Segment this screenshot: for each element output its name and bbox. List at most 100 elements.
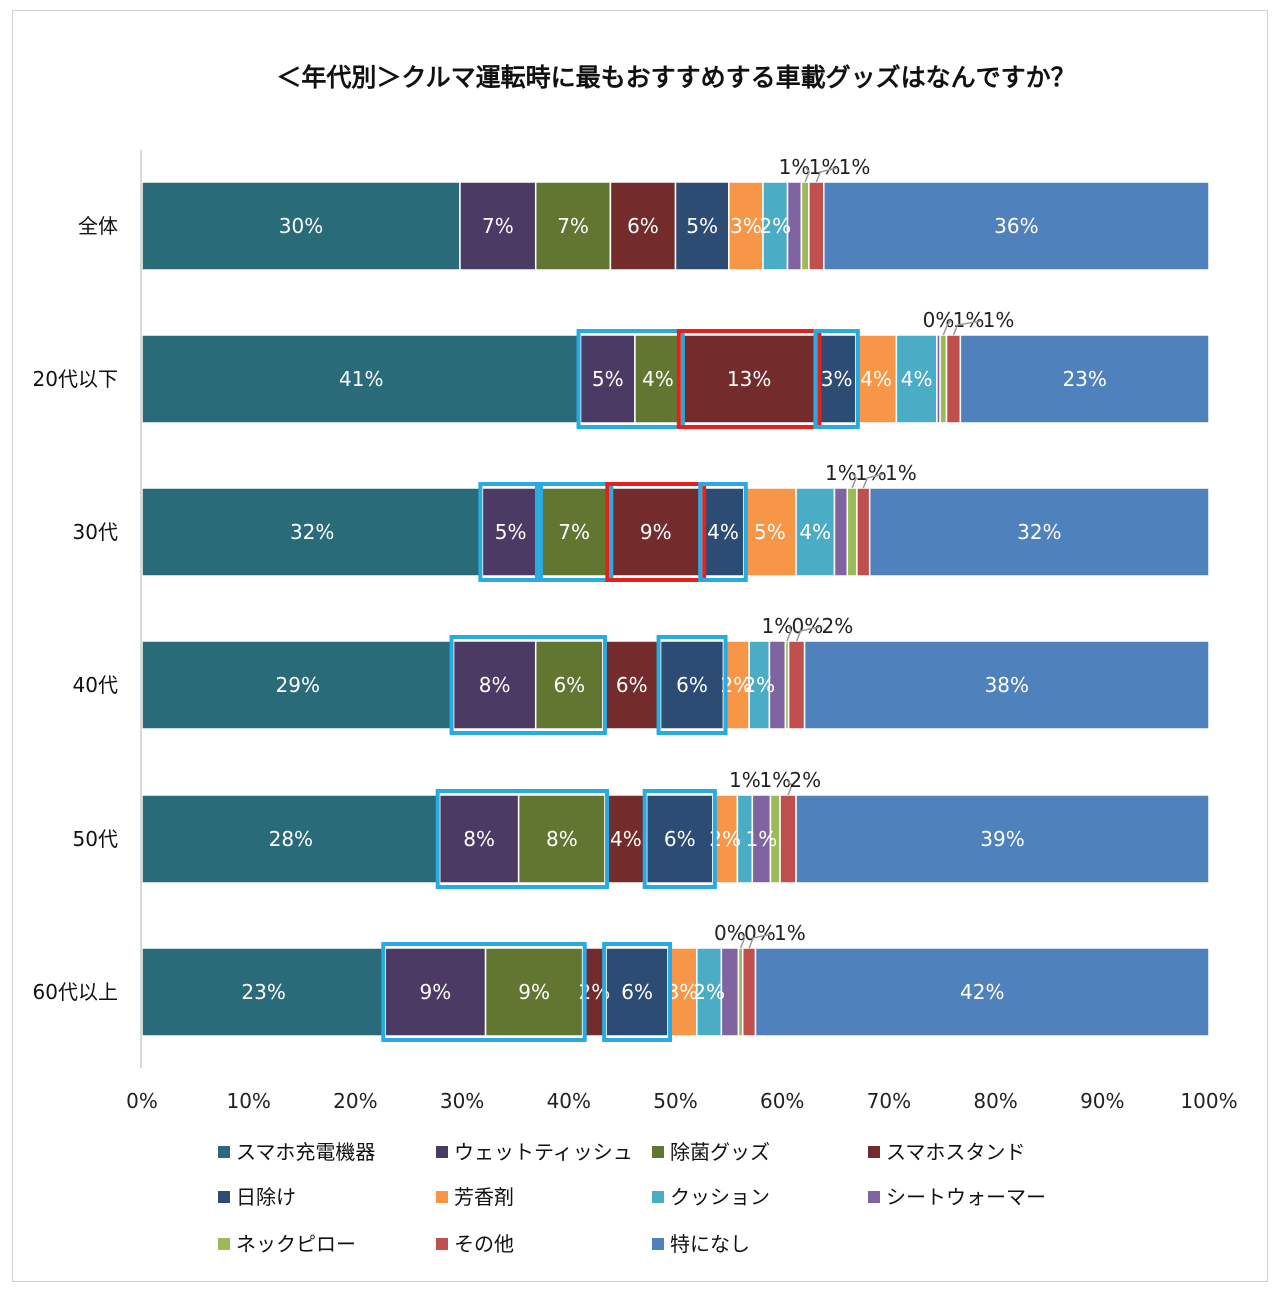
bar-segment-series-3-row-0 [609, 181, 677, 271]
leader-line [786, 780, 793, 796]
bar-segment-series-6-row-0 [762, 181, 789, 271]
data-label: 36% [994, 214, 1038, 238]
bar-segment-series-4-row-4 [645, 794, 714, 884]
data-label: 1% [779, 155, 811, 179]
bar-segment-series-3-row-1 [680, 334, 819, 424]
bar-segment-series-9-row-2 [856, 487, 871, 577]
data-label: 29% [276, 673, 320, 697]
bar-segment-series-10-row-0 [823, 181, 1210, 271]
bar-segment-series-8-row-0 [800, 181, 810, 271]
data-label: 8% [479, 673, 511, 697]
data-label: 38% [985, 673, 1029, 697]
data-label: 6% [627, 214, 659, 238]
bar-segment-series-8-row-1 [939, 334, 948, 424]
data-label: 8% [463, 827, 495, 851]
data-label: 1% [983, 308, 1015, 332]
data-label: 42% [960, 980, 1004, 1004]
bar-segment-series-10-row-1 [959, 334, 1210, 424]
data-label: 5% [495, 520, 527, 544]
data-label: 39% [980, 827, 1024, 851]
data-label: 4% [901, 367, 933, 391]
chart-title: ＜年代別＞クルマ運転時に最もおすすめする車載グッズはなんですか？ [276, 63, 1075, 92]
legend-swatch-series-3 [868, 1146, 880, 1158]
data-label: 9% [518, 980, 550, 1004]
x-tick-label: 10% [226, 1089, 270, 1113]
bar-segment-series-2-row-4 [517, 794, 606, 884]
data-label: 6% [553, 673, 585, 697]
bar-segment-series-1-row-2 [481, 487, 540, 577]
data-label: 0% [923, 308, 955, 332]
bar-segment-series-6-row-1 [895, 334, 938, 424]
bar-segment-series-10-row-3 [803, 640, 1210, 730]
bar-segment-series-0-row-4 [141, 794, 441, 884]
data-label: 7% [557, 214, 589, 238]
data-label: 0% [792, 614, 824, 638]
data-label: 3% [821, 367, 853, 391]
legend-swatch-series-1 [436, 1146, 448, 1158]
data-label: 32% [290, 520, 334, 544]
data-label: 1% [839, 155, 871, 179]
bar-segment-series-8-row-2 [846, 487, 858, 577]
data-label: 6% [664, 827, 696, 851]
x-tick-label: 100% [1180, 1089, 1237, 1113]
bar-segment-series-9-row-1 [945, 334, 962, 424]
data-label: 23% [241, 980, 285, 1004]
data-label: 1% [855, 461, 887, 485]
legend-label: 除菌グッズ [670, 1140, 770, 1164]
x-tick-label: 80% [973, 1089, 1017, 1113]
data-label: 1% [953, 308, 985, 332]
x-tick-label: 0% [126, 1089, 158, 1113]
leader-line [804, 167, 810, 183]
bar-segment-series-1-row-4 [438, 794, 520, 884]
highlight-box [676, 329, 822, 429]
data-label: 8% [546, 827, 578, 851]
highlight-box [656, 635, 728, 735]
axis-layer: 全体 20代以下 30代 40代 50代 60代以上 0% 10% 20% 30% 40% 50% 60… [33, 150, 1238, 1113]
highlight-box [602, 942, 673, 1042]
highlight-box [534, 482, 614, 582]
bar-segment-series-1-row-5 [384, 947, 487, 1037]
legend-swatch-series-6 [652, 1191, 664, 1203]
legend-label: シートウォーマー [886, 1185, 1046, 1209]
category-label: 40代 [73, 673, 118, 697]
bar-segment-series-10-row-2 [868, 487, 1210, 577]
legend-swatch-series-10 [652, 1238, 664, 1250]
data-label: 32% [1017, 520, 1061, 544]
data-label: 1% [825, 461, 857, 485]
leader-line [952, 320, 981, 336]
leader-line [815, 167, 837, 183]
leader-line [942, 320, 952, 336]
bar-segment-series-9-row-4 [779, 794, 797, 884]
legend-label: 日除け [236, 1185, 296, 1209]
legend-swatch-series-2 [652, 1146, 664, 1158]
category-label: 全体 [78, 214, 118, 238]
legend-swatch-series-4 [218, 1191, 230, 1203]
data-label: 30% [279, 214, 323, 238]
legend-label: 芳香剤 [454, 1185, 514, 1209]
data-label: 5% [686, 214, 718, 238]
bar-segment-series-9-row-3 [787, 640, 806, 730]
legend-swatch-series-0 [218, 1146, 230, 1158]
highlight-box [449, 635, 607, 735]
bar-segment-series-5-row-5 [667, 947, 698, 1037]
category-label: 50代 [73, 827, 118, 851]
data-label: 4% [642, 367, 674, 391]
bar-segment-series-4-row-1 [816, 334, 857, 424]
leader-line [795, 626, 820, 642]
data-label: 2% [822, 614, 854, 638]
bar-segment-series-1-row-3 [452, 640, 537, 730]
x-tick-label: 90% [1080, 1089, 1124, 1113]
data-label: 6% [676, 673, 708, 697]
data-label: 9% [640, 520, 672, 544]
highlight-box [642, 789, 717, 889]
data-label: 2% [789, 768, 821, 792]
data-label: 1% [746, 827, 778, 851]
bar-segment-series-0-row-2 [141, 487, 484, 577]
bar-segment-series-2-row-3 [534, 640, 604, 730]
legend-label: スマホ充電機器 [236, 1140, 375, 1164]
legend-label: ウェットティッシュ [454, 1140, 633, 1164]
legend-swatch-series-8 [218, 1238, 230, 1250]
data-label: 4% [610, 827, 642, 851]
bar-segment-series-0-row-3 [141, 640, 455, 730]
